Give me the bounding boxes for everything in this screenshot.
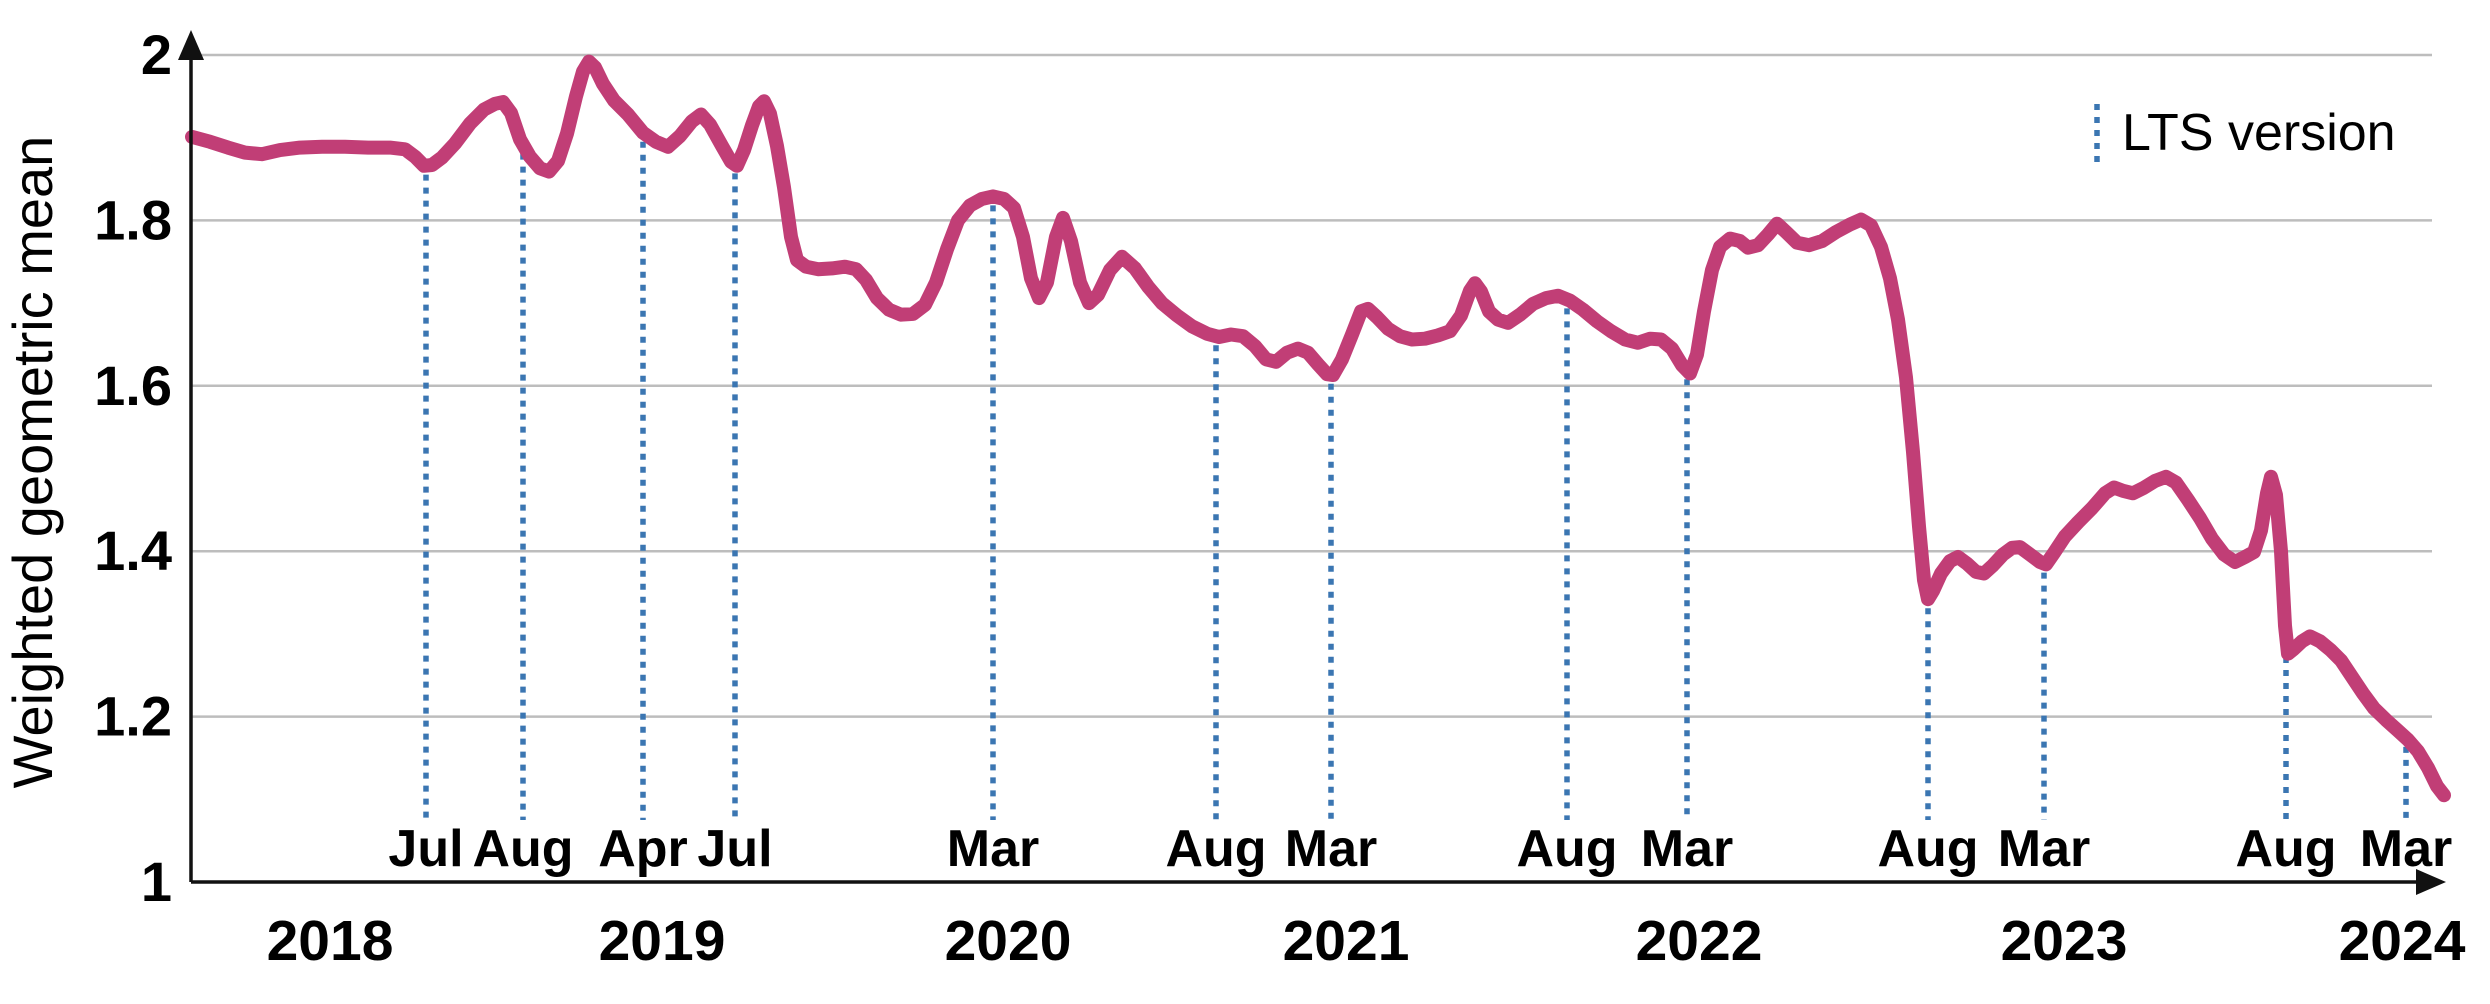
lts-month-label: Apr xyxy=(598,820,688,878)
y-tick-label: 2 xyxy=(141,23,172,86)
lts-month-labels: Jul Aug Apr Jul Mar Aug Mar Aug Mar Aug Mar Aug Mar xyxy=(388,820,2452,878)
y-tick-label: 1.6 xyxy=(94,354,172,417)
y-tick-label: 1 xyxy=(141,850,172,913)
year-label: 2023 xyxy=(2001,909,2128,973)
year-label: 2021 xyxy=(1283,909,1410,973)
lts-month-label: Jul xyxy=(697,820,772,878)
y-tick-label: 1.2 xyxy=(94,685,172,748)
lts-month-label: Aug xyxy=(1165,820,1266,878)
x-axis-arrow-icon xyxy=(2416,869,2446,895)
y-axis-arrow-icon xyxy=(178,30,204,60)
legend: LTS version xyxy=(2094,104,2396,168)
lts-month-label: Aug xyxy=(1516,820,1617,878)
year-label: 2019 xyxy=(599,909,726,973)
y-tick-label: 1.4 xyxy=(94,519,172,582)
lts-month-label: Aug xyxy=(1877,820,1978,878)
lts-month-label: Mar xyxy=(1285,820,1377,878)
lts-month-label: Mar xyxy=(2360,820,2452,878)
lts-lines xyxy=(423,141,2409,820)
curve-series xyxy=(185,54,2451,803)
lts-month-label: Jul xyxy=(388,820,463,878)
y-axis-title: Weighted geometric mean xyxy=(1,136,64,789)
series-line xyxy=(185,54,2451,803)
lts-month-label: Mar xyxy=(947,820,1039,878)
lts-month-label: Aug xyxy=(472,820,573,878)
axes xyxy=(178,30,2446,895)
lts-month-label: Mar xyxy=(1641,820,1733,878)
year-labels: 2018 2019 2020 2021 2022 2023 2024 xyxy=(267,909,2466,973)
legend-label: LTS version xyxy=(2122,104,2396,162)
year-label: 2020 xyxy=(945,909,1072,973)
year-label: 2018 xyxy=(267,909,394,973)
year-label: 2024 xyxy=(2339,909,2466,973)
y-tick-labels: 1 1.2 1.4 1.6 1.8 2 xyxy=(94,23,172,913)
lts-month-label: Aug xyxy=(2235,820,2336,878)
lts-month-label: Mar xyxy=(1998,820,2090,878)
y-tick-label: 1.8 xyxy=(94,188,172,251)
year-label: 2022 xyxy=(1636,909,1763,973)
